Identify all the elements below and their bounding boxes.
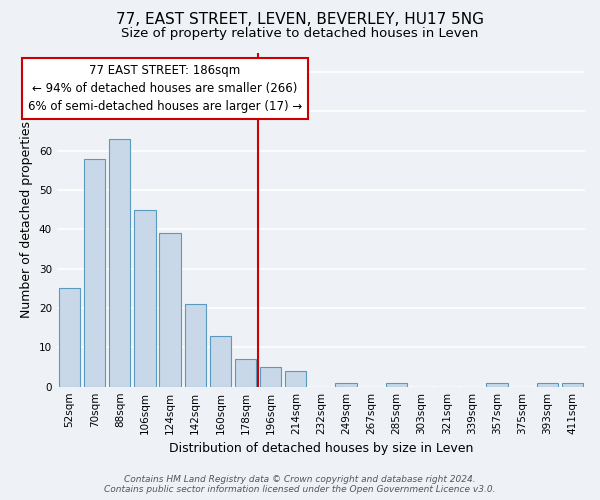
Bar [386, 382, 407, 386]
Bar [59, 288, 80, 386]
Bar [562, 382, 583, 386]
Bar [160, 234, 181, 386]
Bar [84, 158, 106, 386]
Bar [134, 210, 155, 386]
Bar [235, 359, 256, 386]
Bar [109, 139, 130, 386]
X-axis label: Distribution of detached houses by size in Leven: Distribution of detached houses by size … [169, 442, 473, 455]
Bar [260, 367, 281, 386]
Bar [185, 304, 206, 386]
Text: Contains HM Land Registry data © Crown copyright and database right 2024.
Contai: Contains HM Land Registry data © Crown c… [104, 474, 496, 494]
Bar [536, 382, 558, 386]
Bar [285, 371, 307, 386]
Bar [335, 382, 357, 386]
Y-axis label: Number of detached properties: Number of detached properties [20, 121, 34, 318]
Bar [209, 336, 231, 386]
Text: 77 EAST STREET: 186sqm
← 94% of detached houses are smaller (266)
6% of semi-det: 77 EAST STREET: 186sqm ← 94% of detached… [28, 64, 302, 114]
Bar [486, 382, 508, 386]
Text: 77, EAST STREET, LEVEN, BEVERLEY, HU17 5NG: 77, EAST STREET, LEVEN, BEVERLEY, HU17 5… [116, 12, 484, 28]
Text: Size of property relative to detached houses in Leven: Size of property relative to detached ho… [121, 28, 479, 40]
